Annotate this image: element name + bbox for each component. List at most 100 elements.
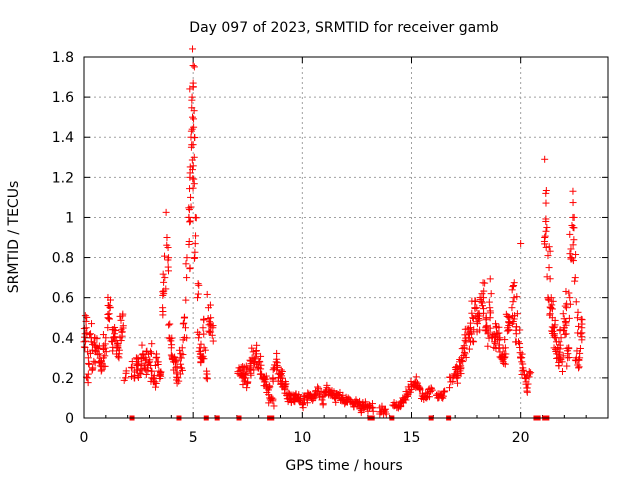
data-point [577, 330, 585, 338]
data-point [190, 63, 198, 71]
data-point [110, 333, 118, 341]
data-point [576, 344, 584, 352]
data-point [143, 347, 151, 355]
data-point [544, 295, 552, 303]
data-point [357, 407, 365, 415]
data-point [119, 324, 127, 332]
data-point [127, 363, 135, 371]
data-point [89, 365, 97, 373]
data-point [427, 387, 435, 395]
data-point [162, 285, 170, 293]
data-point [106, 315, 114, 323]
data-point [551, 316, 559, 324]
data-point [516, 326, 524, 334]
data-point [415, 384, 423, 392]
y-tick-label: 0.4 [52, 331, 74, 347]
data-point [198, 354, 206, 362]
data-point [517, 354, 525, 362]
data-point [523, 372, 531, 380]
axis-ticks: 0 0.2 0.4 0.6 0.8 1 1.2 1.4 1.6 1.8 0 5 10 15 20 [52, 50, 608, 446]
data-point [465, 345, 473, 353]
data-point [518, 350, 526, 358]
y-tick-label: 1.4 [52, 130, 74, 146]
data-point [569, 213, 577, 221]
data-point [243, 384, 251, 392]
data-point [157, 368, 165, 376]
y-tick-label: 1.6 [52, 90, 74, 106]
data-point [167, 337, 175, 345]
data-point [482, 314, 490, 322]
data-point [164, 244, 172, 252]
data-point [563, 344, 571, 352]
data-point [425, 393, 433, 401]
data-point [318, 393, 326, 401]
data-point [512, 323, 520, 331]
data-point [311, 394, 319, 402]
data-point [189, 62, 197, 70]
data-point [556, 326, 564, 334]
data-point [561, 302, 569, 310]
data-point [473, 320, 481, 328]
data-point [209, 337, 217, 345]
data-point [544, 252, 552, 260]
data-point [574, 308, 582, 316]
data-point [152, 379, 160, 387]
data-point [142, 370, 150, 378]
data-point [188, 156, 196, 164]
data-point [173, 373, 181, 381]
data-point [480, 309, 488, 317]
data-point [572, 298, 580, 306]
data-point [147, 348, 155, 356]
data-point [484, 342, 492, 350]
data-point [162, 208, 170, 216]
data-point [527, 369, 535, 377]
chart-title: Day 097 of 2023, SRMTID for receiver gam… [189, 20, 499, 36]
data-point [148, 340, 156, 348]
data-point [137, 355, 145, 363]
data-point [571, 274, 579, 282]
data-point [578, 329, 586, 337]
data-point [253, 341, 261, 349]
data-point [188, 96, 196, 104]
data-point [203, 290, 211, 298]
data-point [518, 367, 526, 375]
data-point [161, 252, 169, 260]
data-point [546, 247, 554, 255]
data-point [104, 324, 112, 332]
data-point [556, 341, 564, 349]
data-point [412, 373, 420, 381]
data-point [287, 391, 295, 399]
data-point [239, 363, 247, 371]
data-point [172, 357, 180, 365]
data-point [571, 277, 579, 285]
data-point [428, 386, 436, 394]
data-point [575, 356, 583, 364]
data-point [81, 312, 89, 320]
data-point [122, 367, 130, 375]
data-point [159, 270, 167, 278]
data-point [518, 358, 526, 366]
data-point [522, 375, 530, 383]
data-point [510, 315, 518, 323]
data-point [178, 366, 186, 374]
data-point [182, 296, 190, 304]
data-point [549, 324, 557, 332]
data-point [106, 303, 114, 311]
data-point [159, 307, 167, 315]
data-point [475, 316, 483, 324]
data-point [561, 318, 569, 326]
data-point [182, 324, 190, 332]
data-point [183, 254, 191, 262]
data-point [328, 389, 336, 397]
data-point [273, 355, 281, 363]
data-point [192, 232, 200, 240]
data-point [487, 309, 495, 317]
data-point [84, 370, 92, 378]
data-point [190, 254, 198, 262]
data-point [167, 351, 175, 359]
data-point [165, 254, 173, 262]
data-point [495, 323, 503, 331]
data-point [105, 302, 113, 310]
data-point-outlier [542, 189, 550, 197]
data-point [541, 232, 549, 240]
